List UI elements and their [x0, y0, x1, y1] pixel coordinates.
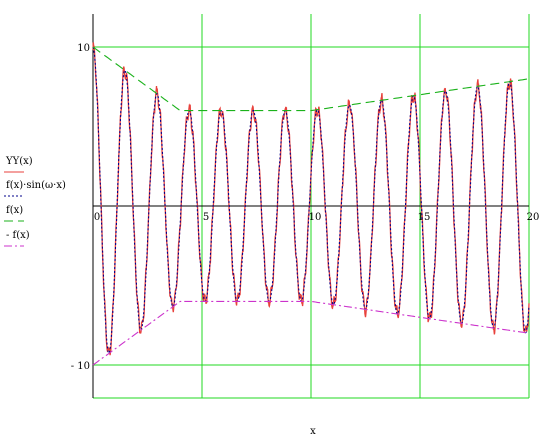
legend-label: - f(x) — [6, 230, 30, 241]
series-line-1 — [92, 46, 530, 355]
series-group — [92, 42, 530, 366]
tick-labels: 0 5 10 15 20 10 - 10 — [71, 43, 540, 372]
y-tick-label: 10 — [77, 43, 90, 54]
x-axis-label: x — [310, 426, 316, 437]
legend: YY(x) f(x)·sin(ω·x) f(x) - f(x) — [4, 156, 66, 247]
legend-label: YY(x) — [5, 156, 33, 167]
series-line-2 — [92, 46, 530, 112]
legend-label: f(x) — [6, 205, 23, 216]
x-tick-label: 0 — [94, 212, 100, 223]
x-tick-label: 5 — [203, 212, 209, 223]
x-tick-label: 15 — [418, 212, 431, 223]
x-tick-label: 20 — [527, 212, 540, 223]
series-line-3 — [92, 300, 530, 366]
legend-label: f(x)·sin(ω·x) — [6, 180, 66, 191]
y-tick-label: - 10 — [71, 361, 90, 372]
x-tick-label: 10 — [309, 212, 322, 223]
